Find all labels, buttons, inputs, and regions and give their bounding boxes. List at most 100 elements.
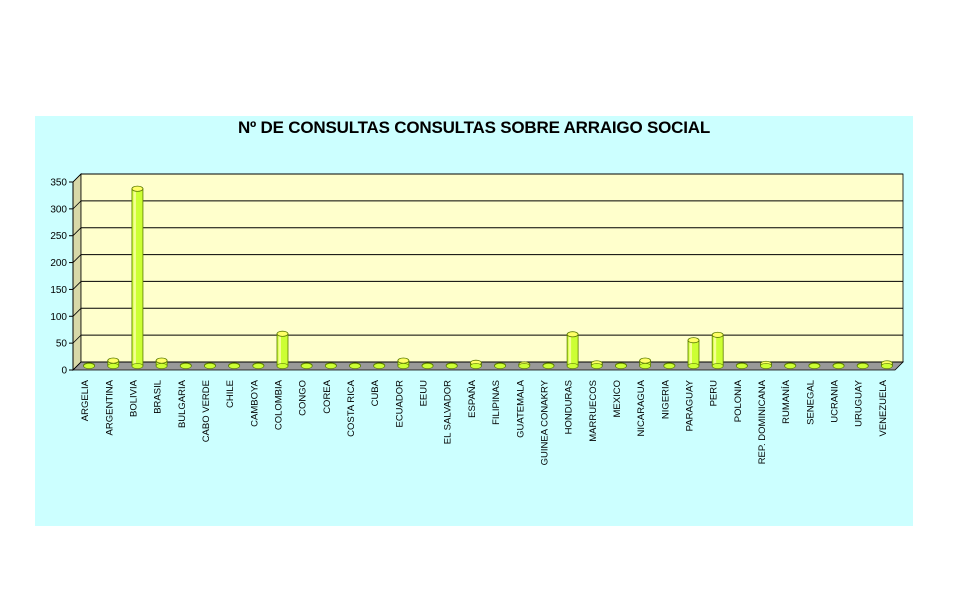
bar-highlight (568, 334, 572, 366)
chart-side-wall (72, 173, 82, 371)
bar (83, 362, 95, 369)
bar (276, 330, 289, 369)
x-tick-label: BRASIL (153, 380, 164, 414)
bar (566, 331, 579, 369)
plot-area (80, 173, 904, 363)
x-tick-label: COSTA RICA (346, 379, 357, 436)
bar (373, 362, 386, 369)
bar-highlight (133, 188, 136, 366)
x-tick-label: COLOMBIA (274, 379, 285, 430)
x-tick-label: CAMBOYA (249, 379, 260, 426)
bar-base (736, 363, 748, 369)
bar (615, 362, 627, 369)
bar-base (711, 363, 724, 369)
chart-area: Nº DE CONSULTAS CONSULTAS SOBRE ARRAIGO … (35, 116, 913, 526)
bar-base (566, 363, 579, 369)
bar (397, 357, 410, 369)
bar-base (276, 363, 289, 369)
bars (83, 185, 893, 369)
bar (324, 362, 337, 369)
bar (518, 361, 531, 369)
bar-cap (566, 331, 579, 338)
x-tick-label: RUMANÍA (781, 379, 792, 423)
bar-base (397, 363, 410, 369)
bar-base (228, 363, 240, 369)
bar-cap (131, 185, 144, 192)
bar-highlight (713, 334, 717, 366)
bar (349, 362, 361, 369)
bar-base (349, 363, 361, 369)
bar-base (470, 363, 482, 369)
bar-base (373, 363, 386, 369)
bar-base (421, 363, 434, 369)
y-tick-label: 200 (50, 258, 67, 269)
y-tick-label: 250 (50, 231, 67, 242)
x-tick-label: ARGELIA (80, 379, 91, 421)
y-tick-label: 150 (50, 285, 67, 296)
gridline-side (72, 227, 82, 236)
bar-base (107, 363, 120, 369)
bar (445, 362, 458, 369)
bar (131, 185, 144, 369)
x-axis-labels: ARGELIA ARGENTINA BOLIVIA BRASIL BULGARIA CAB… (80, 379, 889, 465)
x-tick-label: PARAGUAY (685, 379, 696, 431)
x-tick-label: UCRANIA (830, 379, 841, 422)
x-tick-label: CONGO (298, 380, 309, 416)
grid-lines (72, 173, 904, 371)
y-tick-label: 300 (50, 204, 67, 215)
x-tick-label: POLONIA (733, 379, 744, 422)
y-tick-label: 100 (50, 312, 67, 323)
bar-highlight (278, 333, 281, 366)
bar-base (325, 363, 337, 369)
bar (687, 337, 700, 369)
gridline-side (72, 334, 82, 344)
x-tick-label: GUATEMALA (515, 379, 526, 438)
x-tick-label: CUBA (370, 379, 381, 406)
x-tick-label: SENEGAL (805, 380, 816, 425)
bar (832, 362, 845, 369)
bar (808, 362, 821, 369)
bar (542, 362, 555, 369)
x-tick-label: COREA (322, 379, 333, 413)
bar-cap (397, 357, 410, 364)
gridline-side (72, 173, 82, 183)
bar (107, 357, 120, 369)
bar-base (663, 363, 676, 369)
x-tick-label: NIGERIA (660, 379, 671, 419)
bar (155, 357, 168, 369)
bar-cap (155, 357, 168, 364)
x-tick-label: ECUADOR (394, 380, 405, 428)
bar-base (445, 363, 458, 369)
x-tick-label: ARGENTINA (104, 379, 115, 435)
bar-base (252, 363, 265, 369)
bar (711, 331, 724, 369)
gridline-side (72, 361, 82, 371)
bar-base (300, 363, 313, 369)
bar-base (881, 363, 893, 369)
bar-cap (711, 331, 724, 338)
bar (784, 362, 797, 369)
x-tick-label: MEXICO (612, 380, 623, 417)
bar-base (639, 363, 651, 369)
x-tick-label: GUINEA CONAKRY (539, 379, 550, 465)
bar (252, 362, 265, 369)
chart-title: Nº DE CONSULTAS CONSULTAS SOBRE ARRAIGO … (237, 118, 711, 137)
y-tick-label: 350 (50, 178, 67, 189)
x-tick-label: BOLIVIA (128, 379, 139, 417)
bar-base (542, 363, 555, 369)
bar-chart: 0 50 100 150 200 250 300 350 ARGELIA ARGENTINA BO… (50, 173, 904, 465)
bar (856, 362, 869, 369)
bar-base (179, 363, 192, 369)
x-tick-label: NICARAGUA (636, 379, 647, 436)
bar (228, 362, 241, 369)
bar-base (687, 363, 700, 369)
bar-base (131, 363, 144, 369)
x-tick-label: VENEZUELA (878, 379, 889, 436)
x-tick-label: CABO VERDE (201, 380, 212, 442)
bar (494, 362, 506, 369)
bar-base (494, 363, 506, 369)
bar-cap (107, 357, 120, 364)
x-tick-label: EL SALVADOR (443, 380, 454, 444)
y-tick-label: 50 (56, 339, 68, 350)
y-tick-label: 0 (61, 366, 67, 377)
